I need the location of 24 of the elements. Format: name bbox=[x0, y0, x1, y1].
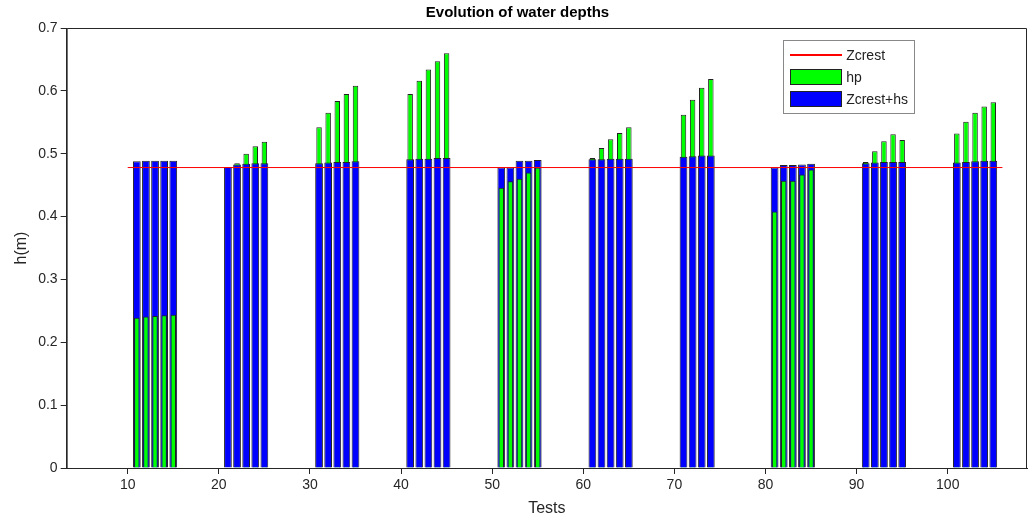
x-tick-label: 80 bbox=[757, 476, 774, 493]
y-tick-label: 0.1 bbox=[38, 396, 58, 412]
y-tick-label: 0.4 bbox=[38, 207, 58, 224]
x-tick-label: 30 bbox=[302, 476, 318, 493]
y-tick-label: 0.5 bbox=[38, 144, 58, 161]
legend-label: Zcrest+hs bbox=[846, 91, 908, 107]
legend-label: Zcrest bbox=[846, 47, 886, 63]
x-axis-title: Tests bbox=[528, 498, 566, 516]
x-tick-label: 100 bbox=[936, 476, 960, 493]
x-tick-label: 20 bbox=[211, 476, 227, 493]
y-tick-label: 0.6 bbox=[38, 81, 58, 98]
y-tick-label: 0.7 bbox=[38, 18, 58, 35]
chart-title: Evolution of water depths bbox=[425, 3, 610, 21]
x-tick-label: 70 bbox=[666, 476, 683, 493]
y-tick-label: 0.2 bbox=[38, 333, 58, 350]
x-tick-label: 50 bbox=[484, 476, 501, 493]
y-axis-title: h(m) bbox=[12, 231, 30, 265]
y-tick-label: 0 bbox=[49, 458, 58, 475]
x-tick-label: 60 bbox=[575, 476, 592, 493]
y-tick-label: 0.3 bbox=[38, 270, 58, 287]
legend-label: hp bbox=[846, 69, 862, 85]
x-tick-label: 40 bbox=[393, 476, 410, 493]
x-tick-label: 90 bbox=[848, 476, 865, 493]
x-tick-label: 10 bbox=[119, 476, 136, 493]
